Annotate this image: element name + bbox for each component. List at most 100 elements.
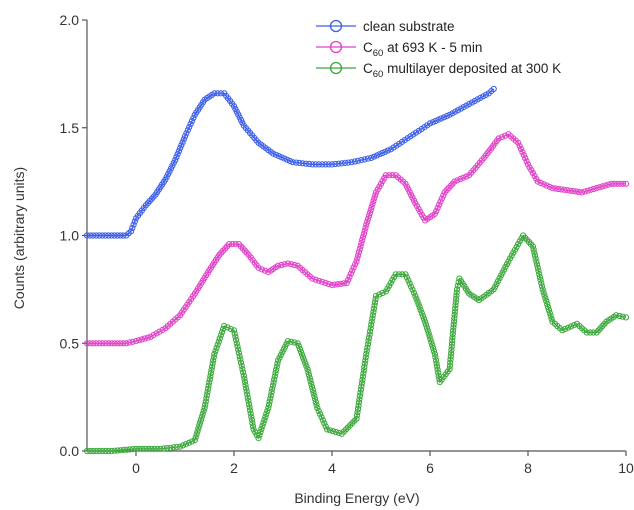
series-marker [617, 180, 624, 187]
series-marker [360, 367, 367, 374]
series-marker [549, 185, 556, 192]
series-marker [562, 325, 569, 333]
series-marker [430, 348, 438, 355]
series-marker [379, 289, 386, 297]
series-marker [288, 338, 295, 345]
series-marker [446, 366, 453, 373]
series-marker [448, 350, 455, 357]
series-marker [261, 267, 269, 274]
series-marker [354, 255, 361, 262]
series-marker [365, 338, 372, 345]
series-marker [233, 340, 240, 347]
series-marker [358, 157, 365, 164]
series-marker [358, 239, 365, 247]
series-marker [408, 283, 415, 290]
series-marker [136, 445, 143, 452]
series-marker [205, 385, 212, 392]
series-marker [332, 160, 339, 168]
series-marker [434, 366, 441, 373]
series-marker [215, 338, 222, 345]
series-marker [363, 350, 370, 358]
series-marker [212, 347, 219, 354]
x-tick-label: 6 [426, 460, 434, 476]
series-marker [353, 415, 360, 422]
series-marker [357, 389, 364, 396]
series-marker [517, 145, 525, 153]
series-marker [450, 327, 457, 334]
series-marker [237, 359, 245, 366]
series-marker [515, 139, 522, 146]
series-marker [409, 286, 416, 293]
series-marker [129, 338, 136, 345]
series-marker [197, 416, 205, 423]
series-marker [451, 311, 458, 318]
series-marker [296, 345, 303, 353]
legend: clean substrate C60 at 693 K - 5 min C60 m… [316, 19, 561, 80]
legend-label: C60 multilayer deposited at 300 K [363, 61, 561, 80]
series-marker [395, 271, 403, 278]
series-marker [355, 399, 362, 406]
series-marker [450, 321, 457, 328]
series-marker [429, 342, 436, 349]
series-marker [111, 232, 118, 239]
series-marker [157, 445, 164, 452]
series-marker [172, 157, 179, 164]
legend-marker [329, 61, 343, 75]
series-marker [256, 432, 263, 439]
series-marker [261, 416, 268, 424]
series-marker [354, 409, 361, 416]
series-marker [541, 292, 548, 299]
series-marker [359, 376, 366, 383]
legend-marker [329, 19, 343, 33]
series-marker [308, 383, 316, 391]
series-marker [275, 262, 282, 269]
series-marker [141, 335, 148, 342]
series-marker [278, 261, 285, 269]
series-marker [447, 359, 454, 366]
series-marker [564, 187, 571, 194]
series-marker [93, 447, 100, 455]
series-marker [449, 330, 456, 338]
series-marker [237, 356, 244, 363]
series-marker [448, 343, 455, 350]
series-marker [186, 124, 193, 131]
series-marker [214, 90, 221, 97]
series-marker [319, 417, 326, 424]
series-marker [384, 147, 392, 154]
series-marker [453, 292, 460, 299]
series-marker [357, 386, 364, 393]
series-marker [268, 389, 275, 396]
series-marker [430, 345, 437, 352]
series-marker [207, 369, 214, 377]
series-marker [262, 413, 269, 421]
series-marker [334, 281, 341, 288]
series-marker [565, 324, 572, 331]
series-marker [183, 130, 190, 137]
series-marker [495, 135, 502, 142]
series-marker [310, 389, 317, 397]
series-marker [367, 206, 374, 214]
series-marker [406, 280, 413, 287]
series-marker [319, 161, 326, 168]
series-marker [331, 281, 338, 288]
series-marker [117, 340, 124, 347]
series-marker [438, 195, 445, 202]
series-marker [217, 90, 224, 97]
series-marker [370, 153, 378, 160]
series-marker [120, 446, 127, 453]
series-marker [102, 447, 109, 455]
series-marker [129, 224, 136, 232]
y-tick-label: 0.5 [60, 335, 80, 351]
series-marker [575, 188, 583, 196]
series-marker [105, 340, 112, 347]
series-marker [278, 154, 285, 161]
series-marker [87, 340, 94, 347]
series-marker [132, 338, 140, 345]
series-marker [239, 366, 246, 373]
series-3 [83, 232, 630, 455]
series-marker [198, 413, 205, 420]
series-marker [368, 154, 375, 161]
series-marker [312, 276, 319, 283]
series-marker [258, 266, 265, 273]
series-marker [364, 344, 371, 351]
